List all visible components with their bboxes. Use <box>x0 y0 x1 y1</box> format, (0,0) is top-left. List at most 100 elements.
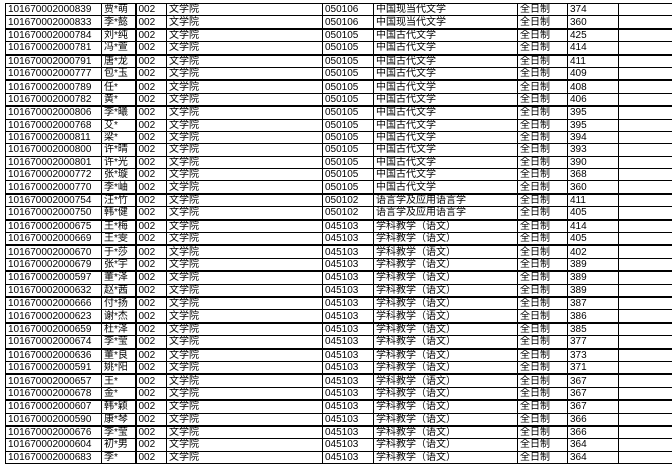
major-name-cell: 学科教学（语文） <box>374 245 518 258</box>
empty-cell <box>619 439 672 451</box>
empty-cell <box>619 16 672 29</box>
score-cell: 389 <box>568 258 619 271</box>
major-code-cell: 050102 <box>323 207 374 220</box>
name-cell: 王*雯 <box>102 233 136 246</box>
dept-name-cell: 文学院 <box>167 220 323 233</box>
dept-name-cell: 文学院 <box>167 67 323 80</box>
major-code-cell: 045103 <box>323 400 374 413</box>
empty-cell <box>619 271 672 284</box>
major-name-cell: 中国古代文学 <box>374 119 518 131</box>
exam-id-cell: 101670002000607 <box>6 400 102 413</box>
name-cell: 金* <box>102 387 136 400</box>
dept-name-cell: 文学院 <box>167 387 323 400</box>
name-cell: 冯*萱 <box>102 42 136 55</box>
dept-name-cell: 文学院 <box>167 349 323 362</box>
major-name-cell: 学科教学（语文） <box>374 374 518 387</box>
dept-code-cell: 002 <box>136 67 167 80</box>
score-cell: 405 <box>568 233 619 246</box>
major-code-cell: 050105 <box>323 119 374 131</box>
study-mode-cell: 全日制 <box>518 4 568 16</box>
score-cell: 364 <box>568 439 619 451</box>
exam-id-cell: 101670002000777 <box>6 67 102 80</box>
empty-cell <box>619 106 672 119</box>
major-name-cell: 中国古代文学 <box>374 131 518 143</box>
empty-cell <box>619 451 672 463</box>
major-name-cell: 中国古代文学 <box>374 67 518 80</box>
major-name-cell: 学科教学（语文） <box>374 349 518 362</box>
empty-cell <box>619 181 672 194</box>
dept-code-cell: 002 <box>136 119 167 131</box>
name-cell: 初*男 <box>102 439 136 451</box>
dept-name-cell: 文学院 <box>167 413 323 426</box>
study-mode-cell: 全日制 <box>518 284 568 297</box>
name-cell: 王*梅 <box>102 220 136 233</box>
exam-id-cell: 101670002000675 <box>6 220 102 233</box>
exam-id-cell: 101670002000659 <box>6 323 102 336</box>
major-code-cell: 045103 <box>323 387 374 400</box>
study-mode-cell: 全日制 <box>518 29 568 42</box>
exam-id-cell: 101670002000839 <box>6 4 102 16</box>
major-name-cell: 中国古代文学 <box>374 93 518 106</box>
major-code-cell: 050105 <box>323 169 374 181</box>
major-name-cell: 学科教学（语文） <box>374 361 518 374</box>
major-code-cell: 045103 <box>323 258 374 271</box>
score-cell: 368 <box>568 169 619 181</box>
exam-id-cell: 101670002000782 <box>6 93 102 106</box>
study-mode-cell: 全日制 <box>518 119 568 131</box>
major-code-cell: 050106 <box>323 16 374 29</box>
score-cell: 389 <box>568 284 619 297</box>
name-cell: 谢*杰 <box>102 310 136 323</box>
name-cell: 康*琴 <box>102 413 136 426</box>
dept-code-cell: 002 <box>136 439 167 451</box>
empty-cell <box>619 93 672 106</box>
empty-cell <box>619 413 672 426</box>
major-code-cell: 050105 <box>323 181 374 194</box>
empty-cell <box>619 55 672 68</box>
empty-cell <box>619 67 672 80</box>
name-cell: 李*懿 <box>102 16 136 29</box>
empty-cell <box>619 119 672 131</box>
study-mode-cell: 全日制 <box>518 361 568 374</box>
study-mode-cell: 全日制 <box>518 297 568 310</box>
empty-cell <box>619 80 672 93</box>
dept-name-cell: 文学院 <box>167 55 323 68</box>
dept-code-cell: 002 <box>136 336 167 349</box>
name-cell: 张*璇 <box>102 169 136 181</box>
study-mode-cell: 全日制 <box>518 42 568 55</box>
name-cell: 任* <box>102 80 136 93</box>
major-name-cell: 学科教学（语文） <box>374 387 518 400</box>
exam-id-cell: 101670002000604 <box>6 439 102 451</box>
major-name-cell: 中国古代文学 <box>374 42 518 55</box>
name-cell: 张*宇 <box>102 258 136 271</box>
major-code-cell: 045103 <box>323 361 374 374</box>
study-mode-cell: 全日制 <box>518 131 568 143</box>
name-cell: 付*扬 <box>102 297 136 310</box>
study-mode-cell: 全日制 <box>518 106 568 119</box>
score-cell: 389 <box>568 271 619 284</box>
dept-name-cell: 文学院 <box>167 361 323 374</box>
name-cell: 董*良 <box>102 349 136 362</box>
dept-name-cell: 文学院 <box>167 400 323 413</box>
major-name-cell: 学科教学（语文） <box>374 426 518 439</box>
empty-cell <box>619 29 672 42</box>
dept-name-cell: 文学院 <box>167 336 323 349</box>
major-name-cell: 中国现当代文学 <box>374 16 518 29</box>
dept-code-cell: 002 <box>136 413 167 426</box>
exam-id-cell: 101670002000781 <box>6 42 102 55</box>
dept-code-cell: 002 <box>136 106 167 119</box>
dept-code-cell: 002 <box>136 387 167 400</box>
name-cell: 艾* <box>102 119 136 131</box>
exam-id-cell: 101670002000754 <box>6 194 102 207</box>
study-mode-cell: 全日制 <box>518 258 568 271</box>
dept-code-cell: 002 <box>136 361 167 374</box>
dept-name-cell: 文学院 <box>167 245 323 258</box>
